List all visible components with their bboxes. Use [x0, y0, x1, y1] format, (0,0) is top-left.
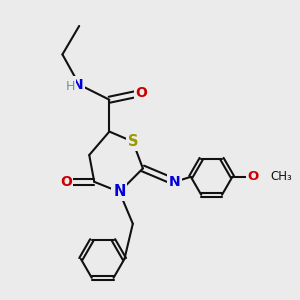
Text: H: H: [66, 80, 75, 93]
Text: CH₃: CH₃: [270, 170, 292, 183]
Text: N: N: [169, 175, 181, 189]
Text: N: N: [72, 78, 83, 92]
Text: O: O: [135, 86, 147, 100]
Text: O: O: [247, 170, 259, 183]
Text: O: O: [60, 175, 72, 189]
Text: S: S: [128, 134, 138, 149]
Text: N: N: [113, 184, 126, 200]
